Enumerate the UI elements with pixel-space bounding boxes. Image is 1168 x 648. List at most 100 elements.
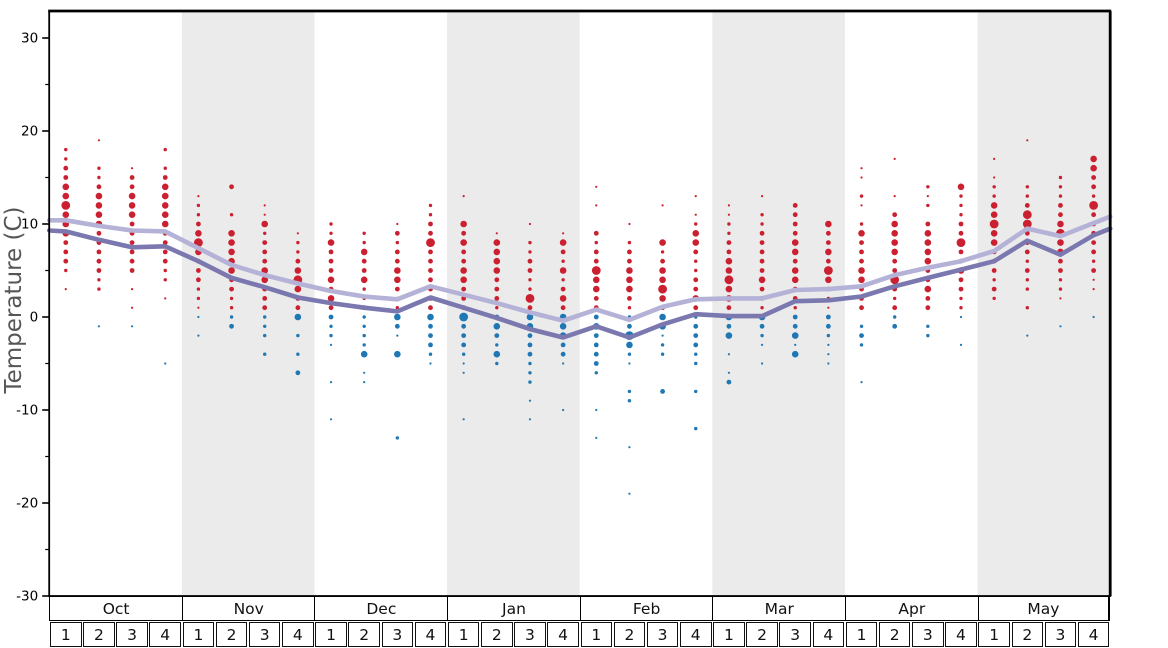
below-freezing-dot: [659, 313, 666, 321]
week-cell-dec-4: 4: [414, 622, 447, 647]
above-freezing-dot: [196, 287, 201, 291]
above-freezing-dot: [525, 294, 535, 303]
above-freezing-dot: [528, 240, 532, 245]
above-freezing-dot: [1057, 220, 1064, 228]
below-freezing-dot: [296, 352, 300, 356]
above-freezing-dot: [1025, 185, 1030, 189]
above-freezing-dot: [1091, 212, 1097, 218]
y-axis-tick-label: 10: [21, 217, 38, 233]
above-freezing-dot: [760, 222, 764, 226]
above-freezing-dot: [296, 232, 299, 235]
below-freezing-dot: [660, 389, 665, 394]
above-freezing-dot: [263, 213, 266, 216]
above-freezing-dot: [428, 213, 433, 217]
below-freezing-dot: [495, 361, 499, 366]
above-freezing-dot: [760, 195, 764, 198]
below-freezing-dot: [263, 352, 267, 356]
above-freezing-dot: [991, 268, 997, 273]
above-freezing-dot: [428, 203, 433, 208]
week-cell-dec-2: 2: [348, 622, 380, 647]
above-freezing-dot: [659, 267, 666, 274]
below-freezing-dot: [362, 333, 366, 338]
above-freezing-dot: [660, 258, 665, 264]
month-cell-feb: Feb: [579, 596, 714, 621]
below-freezing-dot: [197, 315, 200, 319]
above-freezing-dot: [658, 284, 667, 294]
below-freezing-dot: [760, 362, 764, 365]
above-freezing-dot: [1024, 203, 1030, 208]
above-freezing-dot: [759, 230, 765, 236]
above-freezing-dot: [659, 276, 666, 284]
above-freezing-dot: [859, 194, 864, 198]
above-freezing-dot: [493, 257, 501, 265]
below-freezing-dot: [362, 315, 366, 319]
above-freezing-dot: [726, 249, 732, 255]
above-freezing-dot: [328, 305, 334, 311]
above-freezing-dot: [428, 221, 433, 227]
below-freezing-dot: [130, 325, 134, 328]
above-freezing-dot: [1024, 249, 1030, 255]
below-freezing-dot: [526, 313, 534, 321]
above-freezing-dot: [926, 195, 929, 198]
above-freezing-dot: [627, 258, 632, 264]
week-cell-may-4: 4: [1077, 622, 1110, 647]
below-freezing-dot: [396, 334, 399, 337]
below-freezing-dot: [959, 343, 963, 346]
y-axis-tick-label: -30: [16, 589, 38, 605]
above-freezing-dot: [1058, 258, 1063, 264]
above-freezing-dot: [561, 278, 565, 282]
month-band-mar: [712, 11, 845, 596]
above-freezing-dot: [1058, 185, 1063, 189]
month-cell-oct: Oct: [49, 596, 183, 621]
above-freezing-dot: [990, 230, 998, 237]
above-freezing-dot: [759, 258, 765, 264]
above-freezing-dot: [860, 167, 863, 170]
above-freezing-dot: [1022, 210, 1032, 220]
below-freezing-dot: [827, 343, 830, 346]
above-freezing-dot: [661, 204, 664, 207]
above-freezing-dot: [825, 220, 832, 228]
below-freezing-dot: [562, 408, 565, 412]
above-freezing-dot: [993, 176, 996, 179]
above-freezing-dot: [791, 267, 799, 274]
above-freezing-dot: [161, 183, 169, 191]
below-freezing-dot: [427, 313, 434, 321]
above-freezing-dot: [96, 184, 102, 190]
above-freezing-dot: [130, 288, 134, 291]
above-freezing-dot: [925, 296, 931, 301]
week-cell-feb-3: 3: [646, 622, 679, 647]
below-freezing-dot: [428, 352, 433, 356]
below-freezing-dot: [562, 362, 565, 365]
above-freezing-dot: [989, 219, 999, 229]
above-freezing-dot: [360, 276, 368, 284]
week-cell-jan-3: 3: [514, 622, 546, 647]
above-freezing-dot: [197, 306, 200, 309]
below-freezing-dot: [727, 353, 731, 356]
below-freezing-dot: [528, 371, 532, 375]
above-freezing-dot: [594, 240, 598, 245]
above-freezing-dot: [727, 231, 731, 235]
month-band-may: [977, 11, 1111, 596]
below-freezing-dot: [560, 351, 566, 357]
above-freezing-dot: [228, 248, 235, 256]
week-cell-mar-2: 2: [746, 622, 778, 647]
above-freezing-dot: [694, 268, 698, 273]
above-freezing-dot: [161, 220, 169, 228]
above-freezing-dot: [1025, 259, 1030, 263]
below-freezing-dot: [428, 342, 433, 348]
above-freezing-dot: [959, 296, 963, 301]
above-freezing-dot: [924, 239, 932, 246]
above-freezing-dot: [759, 240, 765, 246]
above-freezing-dot: [460, 267, 467, 274]
below-freezing-dot: [363, 371, 366, 374]
above-freezing-dot: [792, 230, 798, 236]
below-freezing-dot: [394, 350, 401, 358]
above-freezing-dot: [628, 222, 631, 226]
below-freezing-dot: [792, 314, 798, 320]
below-freezing-dot: [528, 380, 532, 384]
above-freezing-dot: [295, 305, 301, 311]
below-freezing-dot: [528, 418, 532, 421]
above-freezing-dot: [694, 213, 697, 216]
above-freezing-dot: [725, 285, 733, 293]
